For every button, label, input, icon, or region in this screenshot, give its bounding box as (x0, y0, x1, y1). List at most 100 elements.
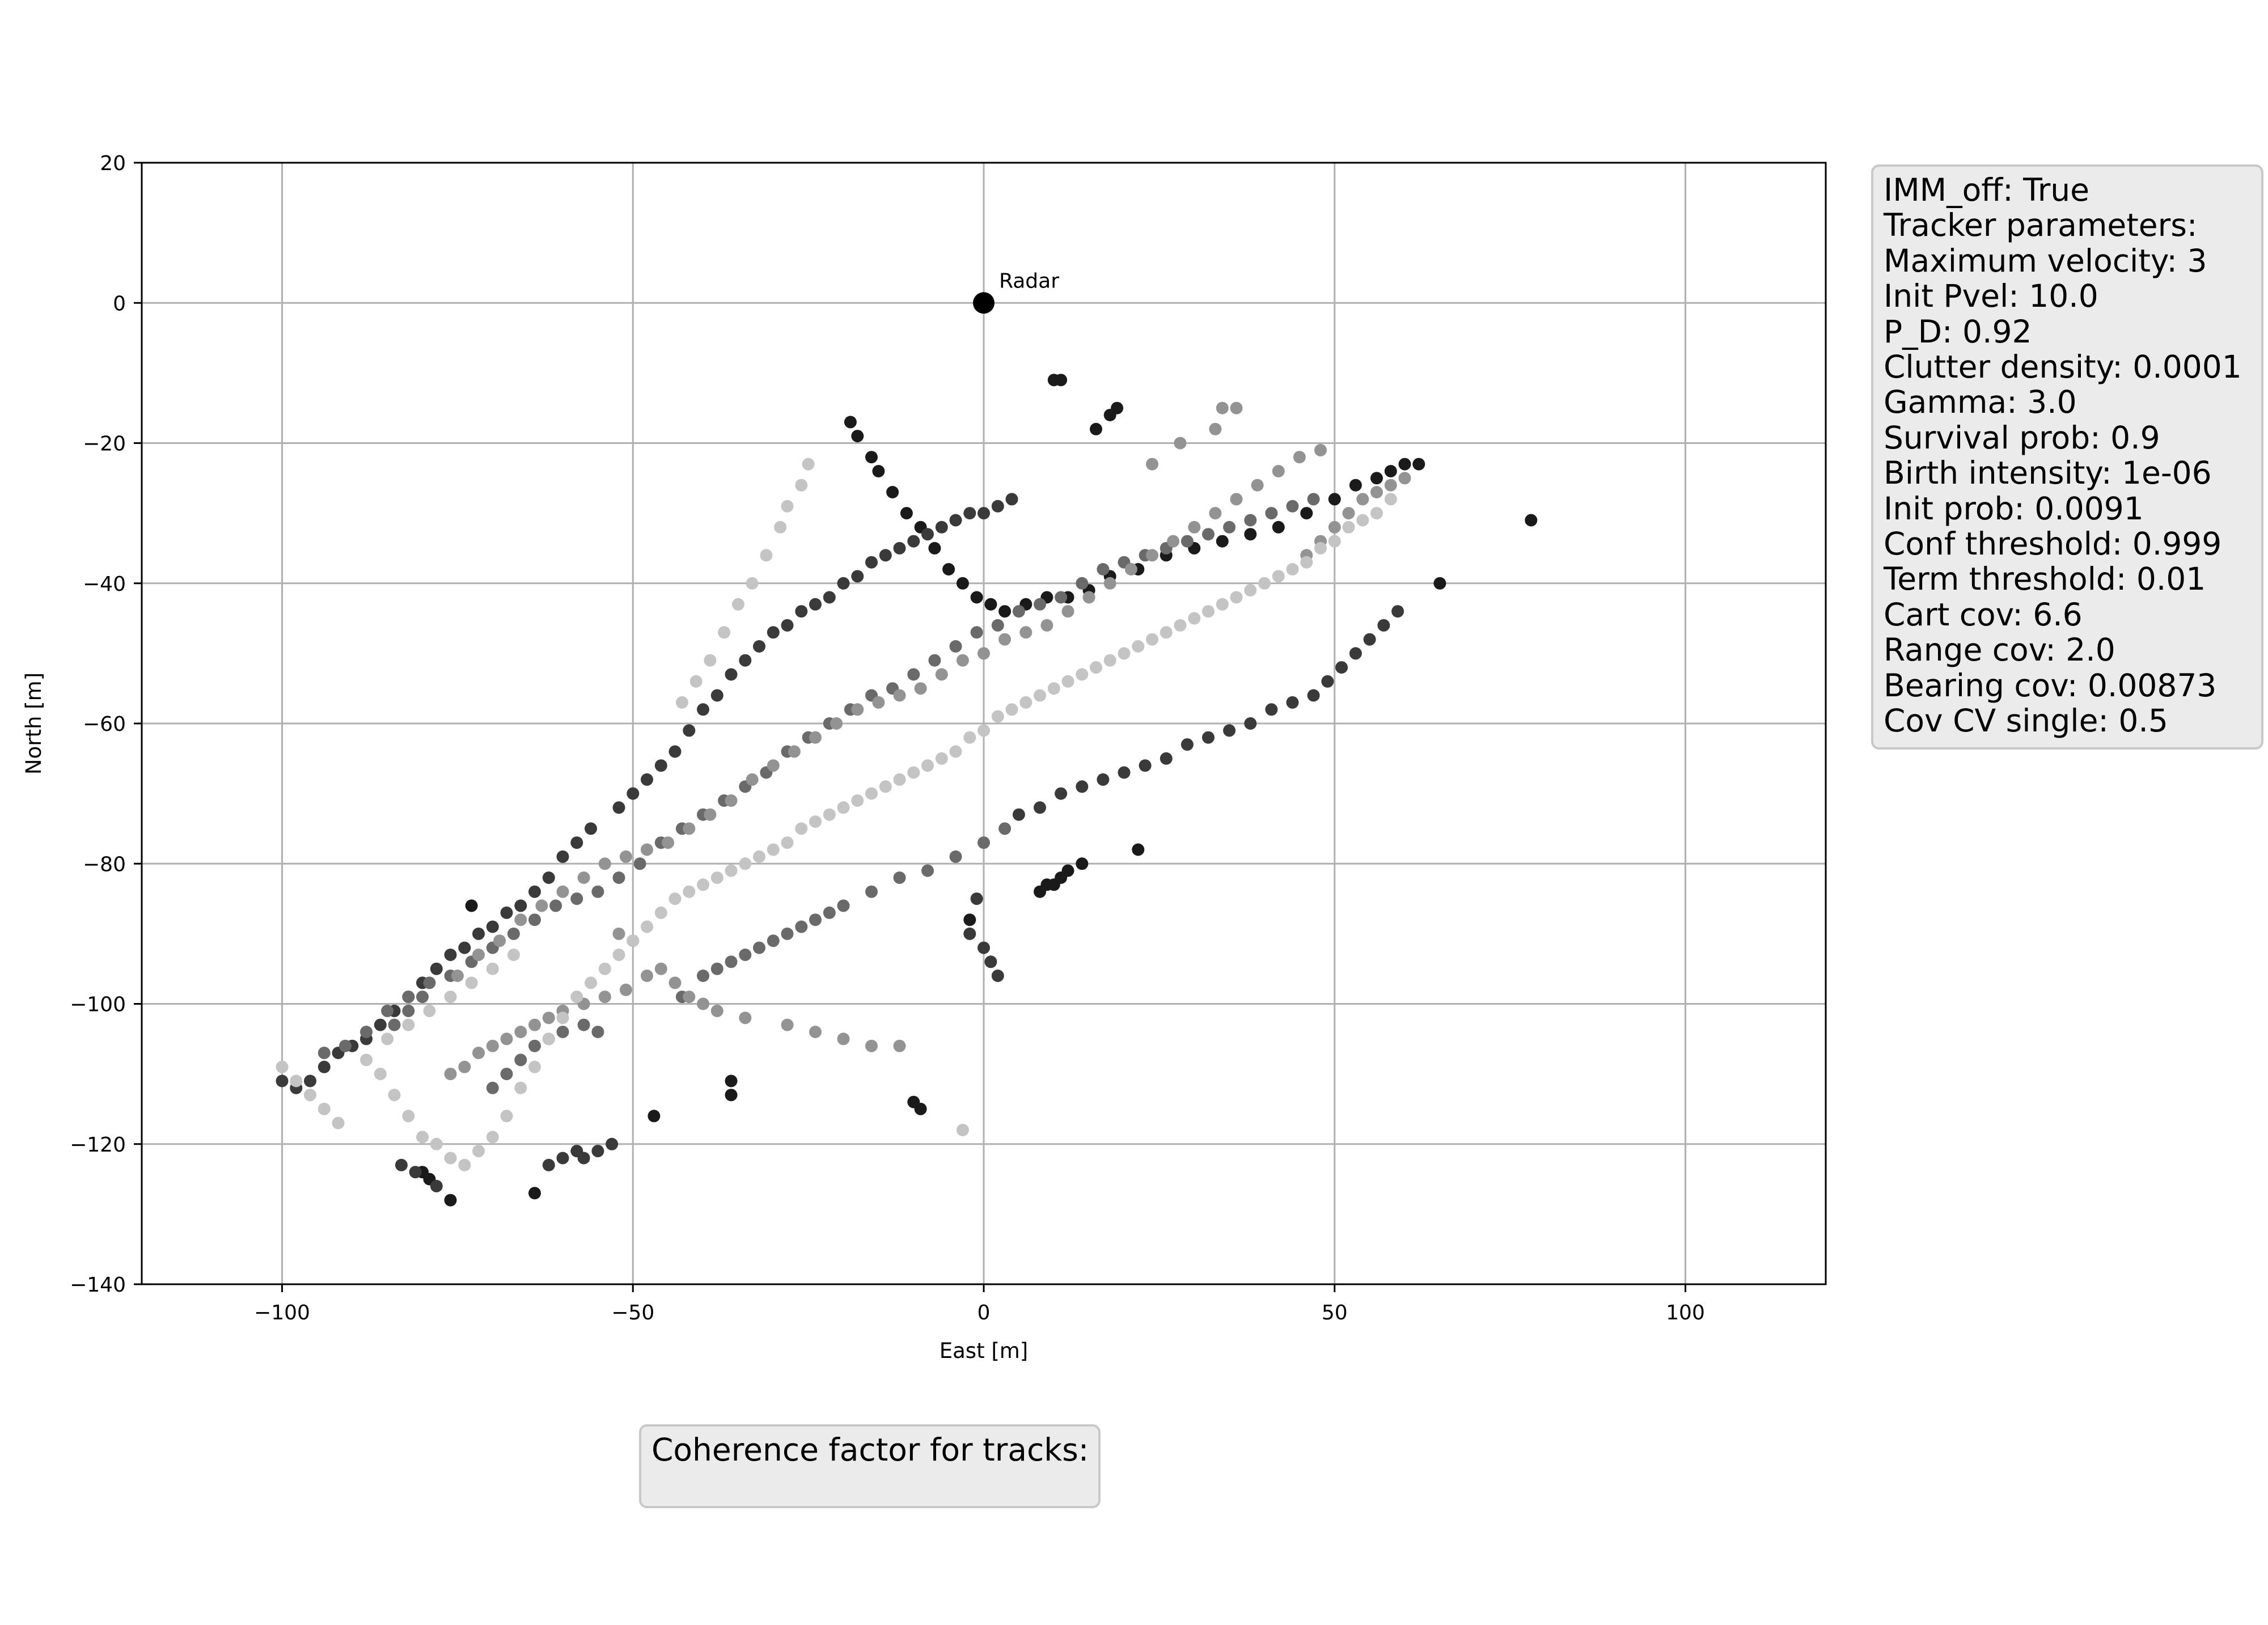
y-tick-label: 0 (113, 292, 126, 315)
data-point (872, 696, 885, 709)
data-point (486, 962, 499, 975)
data-point (430, 1179, 443, 1192)
data-point (767, 759, 780, 772)
data-point (514, 899, 527, 912)
data-point (1034, 801, 1046, 814)
data-point (809, 731, 822, 744)
data-point (648, 1110, 661, 1123)
data-point (1398, 458, 1411, 471)
data-point (1321, 675, 1334, 688)
data-point (781, 836, 794, 849)
data-point (1398, 472, 1411, 485)
data-point (795, 822, 808, 835)
radar-marker-group: Radar (973, 269, 1059, 314)
data-point (998, 822, 1012, 835)
data-point (935, 752, 948, 765)
data-point (556, 885, 569, 898)
data-point (1342, 520, 1355, 534)
data-point (585, 976, 597, 989)
data-point (1034, 885, 1046, 898)
data-point (893, 871, 906, 884)
data-point (928, 541, 941, 555)
data-point (991, 710, 1004, 723)
data-point (1307, 689, 1320, 702)
data-point (514, 913, 527, 926)
data-point (1328, 520, 1341, 534)
data-point (1433, 577, 1446, 590)
parameter-line: Clutter density: 0.0001 (1884, 349, 2242, 386)
data-point (458, 1158, 471, 1171)
parameter-line: Survival prob: 0.9 (1884, 419, 2160, 456)
data-point (1391, 605, 1404, 618)
data-point (710, 1004, 723, 1017)
data-point (746, 773, 759, 786)
data-point (612, 801, 625, 814)
data-point (472, 1047, 485, 1059)
data-point (1349, 647, 1362, 660)
data-point (276, 1060, 289, 1073)
data-point (697, 997, 709, 1010)
x-axis-label: East [m] (940, 1339, 1029, 1363)
data-point (1180, 738, 1194, 751)
data-point (318, 1047, 331, 1059)
data-point (1188, 520, 1201, 534)
data-point (753, 640, 765, 653)
data-point (731, 598, 744, 611)
data-point (360, 1026, 373, 1038)
data-point (935, 520, 948, 534)
data-point (465, 899, 478, 912)
parameter-line: P_D: 0.92 (1884, 313, 2032, 350)
data-point (458, 941, 471, 954)
data-point (619, 983, 632, 996)
data-point (549, 899, 562, 912)
data-point (837, 801, 850, 814)
data-point (1047, 682, 1060, 695)
data-point (423, 976, 436, 989)
data-point (654, 759, 667, 772)
data-point (872, 465, 885, 477)
y-tick-label: −140 (70, 1273, 126, 1297)
data-point (781, 1018, 794, 1031)
parameter-line: Term threshold: 0.01 (1884, 561, 2206, 598)
data-point (907, 766, 920, 779)
data-point (1202, 731, 1215, 744)
data-point (1223, 724, 1236, 737)
data-point (1146, 549, 1158, 562)
data-point (1307, 493, 1320, 506)
data-point (823, 591, 836, 604)
data-point (865, 1039, 878, 1052)
data-point (1370, 472, 1383, 485)
data-point (963, 913, 976, 926)
data-point (1061, 605, 1074, 618)
data-point (1286, 563, 1299, 575)
data-point (1230, 401, 1243, 414)
data-point (1132, 640, 1145, 653)
data-point (1034, 689, 1046, 702)
data-point (458, 1060, 471, 1073)
data-point (753, 850, 765, 863)
data-point (795, 605, 808, 618)
data-point (837, 1032, 850, 1046)
data-point (879, 780, 892, 793)
y-tick-label: −120 (70, 1133, 126, 1157)
data-point (704, 808, 717, 821)
data-point (528, 913, 541, 926)
data-point (809, 598, 822, 611)
data-point (1188, 612, 1201, 625)
data-point (978, 507, 990, 520)
data-point (556, 1012, 569, 1025)
data-point (500, 906, 513, 919)
data-point (395, 1158, 408, 1171)
data-point (276, 1074, 289, 1087)
data-point (710, 689, 723, 702)
data-point (900, 507, 913, 520)
data-point (486, 1039, 499, 1052)
data-point (1412, 458, 1425, 471)
data-point (1244, 528, 1257, 541)
data-point (893, 773, 906, 786)
data-point (556, 1152, 569, 1165)
data-point (725, 668, 738, 681)
data-point (1258, 577, 1271, 590)
data-point (570, 892, 583, 905)
data-point (318, 1102, 331, 1115)
